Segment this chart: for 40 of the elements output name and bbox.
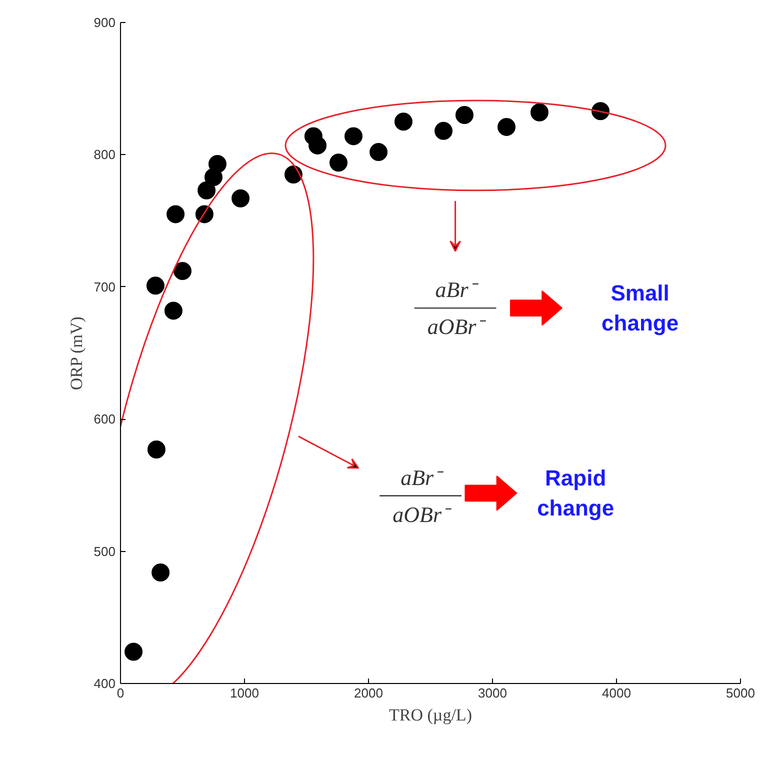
point: [164, 302, 182, 320]
point: [147, 440, 166, 458]
annotation: Rapid change: [537, 466, 614, 521]
point: [344, 127, 362, 146]
annotation: aBr⁻: [435, 277, 480, 302]
point: [166, 205, 185, 224]
point: [530, 103, 548, 122]
point: [152, 563, 170, 582]
point: [498, 118, 516, 136]
point: [284, 166, 302, 184]
y-tick-label: 600: [94, 412, 116, 427]
y-tick-label: 900: [94, 15, 116, 30]
x-tick-label: 1000: [230, 686, 259, 700]
x-tick-label: 4000: [602, 686, 631, 700]
point: [455, 106, 474, 124]
point: [308, 136, 327, 154]
annotation: aOBr⁻: [427, 314, 488, 340]
y-tick-label: 500: [94, 544, 116, 559]
x-axis-title: TRO (µg/L): [389, 706, 472, 724]
annotation: aBr⁻: [400, 464, 445, 490]
point: [174, 262, 192, 280]
x-tick-label: 2000: [354, 686, 383, 700]
point: [329, 154, 348, 172]
point: [146, 276, 164, 295]
point: [208, 154, 226, 173]
point: [370, 143, 388, 162]
y-tick-label: 800: [94, 147, 116, 162]
y-tick-label: 400: [94, 676, 116, 691]
point: [434, 122, 453, 140]
y-axis-title: ORP (mV): [66, 316, 86, 390]
x-tick-label: 5000: [726, 686, 755, 700]
x-tick-label: 3000: [478, 686, 507, 700]
annotation: aOBr⁻: [392, 502, 453, 527]
point: [124, 642, 143, 661]
x-tick-label: 0: [116, 686, 124, 700]
point: [394, 112, 412, 131]
annotation: Small change: [602, 280, 679, 336]
point: [232, 189, 250, 208]
point: [198, 181, 216, 200]
y-tick-label: 700: [94, 279, 116, 294]
